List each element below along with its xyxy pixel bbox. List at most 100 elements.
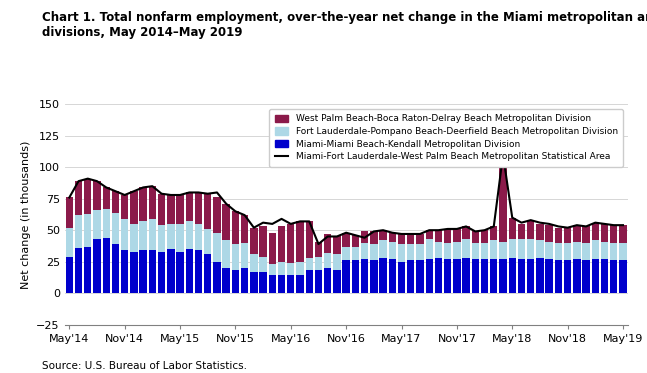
Bar — [453, 241, 461, 259]
Bar — [554, 260, 562, 293]
Bar — [554, 243, 562, 260]
Bar — [407, 260, 415, 293]
Bar — [472, 232, 479, 243]
Bar — [278, 226, 285, 261]
Bar — [407, 234, 415, 244]
Bar — [204, 194, 212, 229]
Bar — [65, 228, 73, 257]
Bar — [610, 225, 617, 243]
Bar — [130, 251, 138, 293]
Bar — [186, 249, 193, 293]
Bar — [121, 195, 128, 219]
Bar — [305, 270, 313, 293]
Bar — [315, 241, 322, 257]
Bar — [333, 270, 340, 293]
Bar — [75, 181, 82, 215]
Bar — [518, 239, 525, 259]
Bar — [241, 243, 248, 268]
Bar — [250, 272, 258, 293]
Bar — [158, 251, 165, 293]
Bar — [361, 232, 368, 243]
Bar — [361, 259, 368, 293]
Bar — [545, 225, 553, 241]
Bar — [250, 228, 258, 254]
Bar — [601, 224, 608, 241]
Bar — [370, 232, 377, 244]
Bar — [204, 254, 212, 293]
Bar — [84, 179, 91, 214]
Bar — [269, 264, 276, 276]
Bar — [536, 224, 543, 240]
Bar — [315, 257, 322, 270]
Bar — [149, 219, 156, 250]
Bar — [490, 226, 498, 240]
Bar — [186, 222, 193, 249]
Bar — [564, 243, 571, 260]
Bar — [619, 225, 627, 243]
Bar — [158, 194, 165, 225]
Bar — [140, 250, 147, 293]
Bar — [342, 247, 350, 260]
Bar — [305, 258, 313, 270]
Bar — [370, 260, 377, 293]
Bar — [167, 224, 175, 249]
Bar — [463, 258, 470, 293]
Bar — [527, 222, 534, 239]
Bar — [536, 240, 543, 258]
Bar — [610, 260, 617, 293]
Bar — [573, 225, 580, 241]
Bar — [444, 259, 452, 293]
Bar — [65, 197, 73, 228]
Bar — [435, 230, 442, 241]
Bar — [214, 233, 221, 261]
Bar — [379, 258, 387, 293]
Bar — [287, 263, 294, 276]
Bar — [140, 222, 147, 250]
Bar — [398, 261, 405, 293]
Bar — [509, 258, 516, 293]
Bar — [527, 259, 534, 293]
Bar — [398, 244, 405, 261]
Bar — [112, 213, 119, 244]
Bar — [389, 233, 396, 241]
Bar — [167, 195, 175, 224]
Bar — [177, 224, 184, 251]
Bar — [389, 241, 396, 259]
Bar — [342, 260, 350, 293]
Bar — [296, 222, 303, 261]
Bar — [444, 243, 452, 259]
Text: Chart 1. Total nonfarm employment, over-the-year net change in the Miami metropo: Chart 1. Total nonfarm employment, over-… — [42, 11, 647, 39]
Bar — [232, 270, 239, 293]
Bar — [591, 240, 599, 259]
Y-axis label: Net change (in thousands): Net change (in thousands) — [21, 140, 31, 289]
Bar — [472, 243, 479, 259]
Bar — [499, 259, 507, 293]
Bar — [223, 240, 230, 268]
Bar — [93, 239, 101, 293]
Bar — [416, 234, 424, 244]
Bar — [509, 217, 516, 239]
Bar — [315, 270, 322, 293]
Bar — [554, 228, 562, 243]
Bar — [463, 226, 470, 239]
Bar — [463, 239, 470, 258]
Bar — [591, 259, 599, 293]
Bar — [453, 259, 461, 293]
Bar — [518, 259, 525, 293]
Bar — [130, 224, 138, 251]
Bar — [481, 230, 488, 243]
Bar — [121, 250, 128, 293]
Bar — [342, 233, 350, 247]
Bar — [259, 257, 267, 272]
Bar — [324, 253, 331, 268]
Bar — [499, 241, 507, 259]
Bar — [324, 234, 331, 253]
Bar — [619, 260, 627, 293]
Bar — [573, 259, 580, 293]
Bar — [352, 247, 359, 260]
Bar — [582, 243, 590, 260]
Bar — [140, 188, 147, 222]
Bar — [591, 223, 599, 240]
Bar — [379, 230, 387, 240]
Bar — [112, 191, 119, 213]
